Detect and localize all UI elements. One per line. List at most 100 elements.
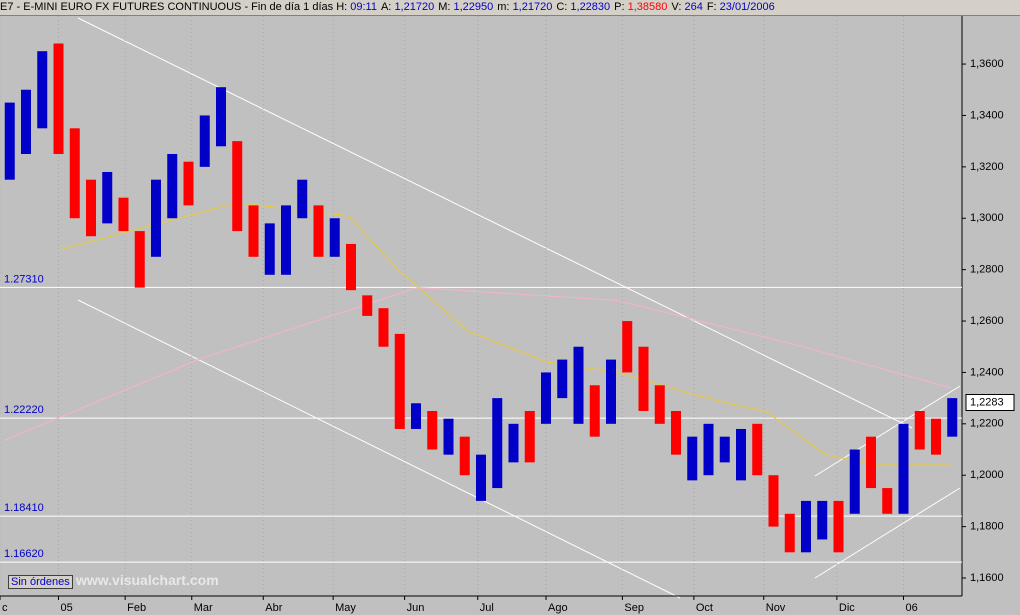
price-bar: [378, 308, 389, 347]
header-value: 264: [684, 1, 703, 13]
x-tick-label: 06: [906, 602, 918, 614]
price-bar: [53, 43, 64, 154]
price-bar: [69, 128, 80, 219]
y-tick-label: 1,2000: [970, 469, 1004, 481]
header-value: 1,22950: [453, 1, 494, 13]
price-bar: [882, 488, 893, 514]
price-bar: [411, 403, 421, 429]
header-value: 1,22830: [570, 1, 611, 13]
header-label: H:: [336, 1, 348, 13]
price-bar: [817, 500, 828, 540]
price-bar: [898, 423, 909, 514]
price-bar: [573, 346, 584, 424]
price-bar: [947, 398, 958, 437]
y-tick-label: 1,1800: [970, 521, 1004, 533]
price-bar: [719, 436, 730, 463]
x-tick-label: Dic: [839, 602, 855, 614]
x-tick-label: Sep: [624, 602, 644, 614]
price-bar: [589, 385, 600, 437]
price-bar: [654, 385, 665, 424]
header-label: m:: [497, 1, 510, 13]
price-bar: [362, 295, 373, 316]
header: E7 - E-MINI EURO FX FUTURES CONTINUOUS -…: [0, 0, 1020, 16]
price-bar: [118, 197, 129, 232]
price-bar: [86, 179, 96, 237]
orders-button[interactable]: Sin órdenes: [8, 575, 73, 589]
header-label: A:: [380, 1, 392, 13]
header-label: P:: [614, 1, 625, 13]
price-bar: [102, 171, 113, 224]
level-label: 1.27310: [4, 273, 44, 285]
level-label: 1.16620: [4, 548, 44, 560]
price-bar: [346, 243, 356, 291]
price-bar: [427, 410, 438, 450]
level-label: 1.22220: [4, 404, 44, 416]
header-value: 1,38580: [627, 1, 668, 13]
x-tick-label: Mar: [194, 602, 213, 614]
price-bar: [541, 372, 551, 424]
price-bar: [914, 410, 925, 450]
x-tick-label: Oct: [696, 602, 713, 614]
watermark: www.visualchart.com: [76, 572, 219, 588]
y-tick-label: 1,3600: [970, 58, 1004, 70]
price-bar: [492, 398, 503, 489]
price-bar: [752, 423, 763, 476]
x-tick-label: Feb: [127, 602, 146, 614]
header-value: 1,21720: [394, 1, 435, 13]
price-bar: [768, 475, 779, 527]
price-bar: [801, 500, 811, 553]
price-bar: [329, 218, 340, 257]
x-tick-label: c: [2, 602, 8, 614]
price-bar: [134, 231, 145, 288]
price-bar: [622, 321, 633, 373]
last-price-box: [965, 393, 1015, 411]
header-label: V:: [671, 1, 682, 13]
price-bar: [264, 223, 275, 275]
price-bar: [508, 423, 519, 463]
price-bar: [199, 115, 210, 167]
header-value: 1,21720: [512, 1, 553, 13]
price-bar: [297, 179, 308, 219]
x-tick-label: Ago: [548, 602, 568, 614]
price-bar: [557, 359, 568, 399]
price-bar: [443, 418, 454, 455]
x-tick-label: 05: [61, 602, 73, 614]
price-bar: [606, 359, 616, 424]
x-tick-label: Jul: [480, 602, 494, 614]
moving-average: [4, 287, 951, 441]
price-bar: [37, 51, 48, 129]
price-bar: [866, 436, 876, 489]
price-bar: [281, 205, 291, 275]
price-bar: [671, 410, 681, 455]
price-bar: [703, 423, 714, 476]
y-tick-label: 1,2200: [970, 418, 1004, 430]
header-title: E7 - E-MINI EURO FX FUTURES CONTINUOUS -…: [0, 1, 334, 13]
price-bar: [638, 346, 649, 411]
price-bar: [687, 436, 698, 481]
y-tick-label: 1,3400: [970, 109, 1004, 121]
price-bar: [216, 87, 226, 147]
price-bar: [833, 500, 844, 553]
last-price-label: 1,2283: [970, 396, 1004, 408]
price-bar: [459, 436, 470, 476]
y-tick-label: 1,1600: [970, 572, 1004, 584]
price-bar: [248, 205, 259, 257]
price-bar: [151, 179, 161, 257]
price-bar: [476, 454, 486, 501]
header-label: M:: [438, 1, 451, 13]
x-tick-label: Abr: [265, 602, 282, 614]
price-bar: [524, 410, 535, 463]
x-tick-label: Jun: [407, 602, 425, 614]
y-tick-label: 1,3200: [970, 161, 1004, 173]
price-bar: [167, 153, 178, 219]
y-tick-label: 1,2400: [970, 366, 1004, 378]
price-bar: [931, 418, 941, 455]
price-bar: [784, 513, 795, 553]
price-bar: [21, 89, 31, 154]
x-tick-label: Nov: [766, 602, 786, 614]
header-value: 23/01/2006: [719, 1, 775, 13]
header-value: 09:11: [350, 1, 377, 13]
price-bar: [232, 141, 243, 232]
y-tick-label: 1,3000: [970, 212, 1004, 224]
